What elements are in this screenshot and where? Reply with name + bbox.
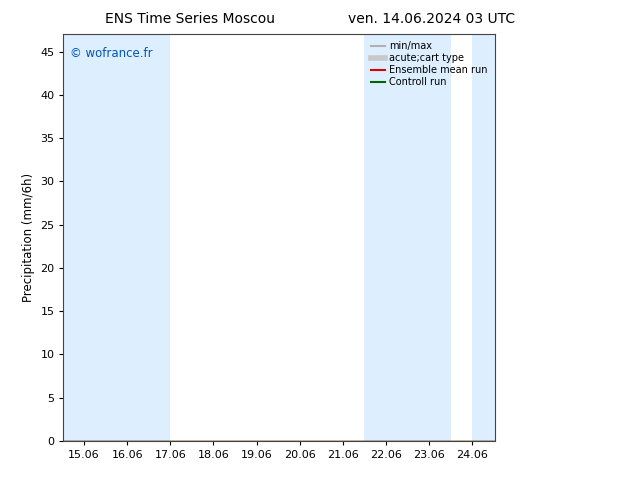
Bar — [408, 34, 451, 441]
Bar — [106, 34, 171, 441]
Legend: min/max, acute;cart type, Ensemble mean run, Controll run: min/max, acute;cart type, Ensemble mean … — [369, 39, 489, 89]
Text: ven. 14.06.2024 03 UTC: ven. 14.06.2024 03 UTC — [347, 12, 515, 26]
Bar — [365, 34, 408, 441]
Bar — [472, 34, 495, 441]
Text: © wofrance.fr: © wofrance.fr — [70, 47, 153, 59]
Bar — [63, 34, 106, 441]
Text: ENS Time Series Moscou: ENS Time Series Moscou — [105, 12, 275, 26]
Y-axis label: Precipitation (mm/6h): Precipitation (mm/6h) — [22, 173, 35, 302]
